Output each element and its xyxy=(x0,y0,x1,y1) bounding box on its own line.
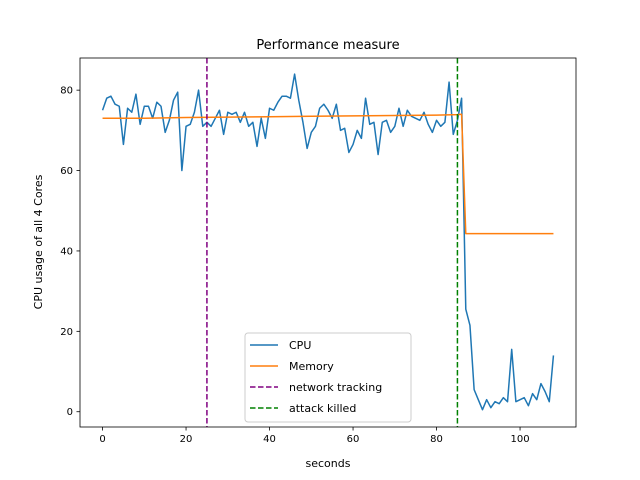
x-tick-label: 20 xyxy=(180,434,193,445)
y-tick-label: 40 xyxy=(60,246,73,257)
legend-label-attack-killed: attack killed xyxy=(289,402,356,415)
axis-ticks: 0 20 40 60 80 100 0 20 40 60 80 xyxy=(60,86,529,445)
x-tick-label: 100 xyxy=(511,434,530,445)
y-tick-label: 60 xyxy=(60,166,73,177)
x-tick-label: 60 xyxy=(347,434,360,445)
x-tick-label: 80 xyxy=(430,434,443,445)
plot-area xyxy=(101,58,555,427)
y-tick-label: 20 xyxy=(60,327,73,338)
series-line-cpu xyxy=(101,73,555,411)
legend-label-memory: Memory xyxy=(289,360,334,373)
legend-label-network-tracking: network tracking xyxy=(289,381,382,394)
x-tick-label: 40 xyxy=(263,434,276,445)
legend-box xyxy=(244,332,412,423)
y-tick-label: 0 xyxy=(67,407,73,418)
chart-title: Performance measure xyxy=(256,38,399,53)
y-tick-label: 80 xyxy=(60,86,73,97)
legend: CPU Memory network tracking attack killed xyxy=(244,332,412,423)
x-axis-label: seconds xyxy=(306,457,351,470)
axes-frame xyxy=(79,57,577,428)
x-tick-label: 0 xyxy=(99,434,105,445)
legend-label-cpu: CPU xyxy=(289,339,311,352)
y-axis-label: CPU usage of all 4 Cores xyxy=(32,174,45,309)
